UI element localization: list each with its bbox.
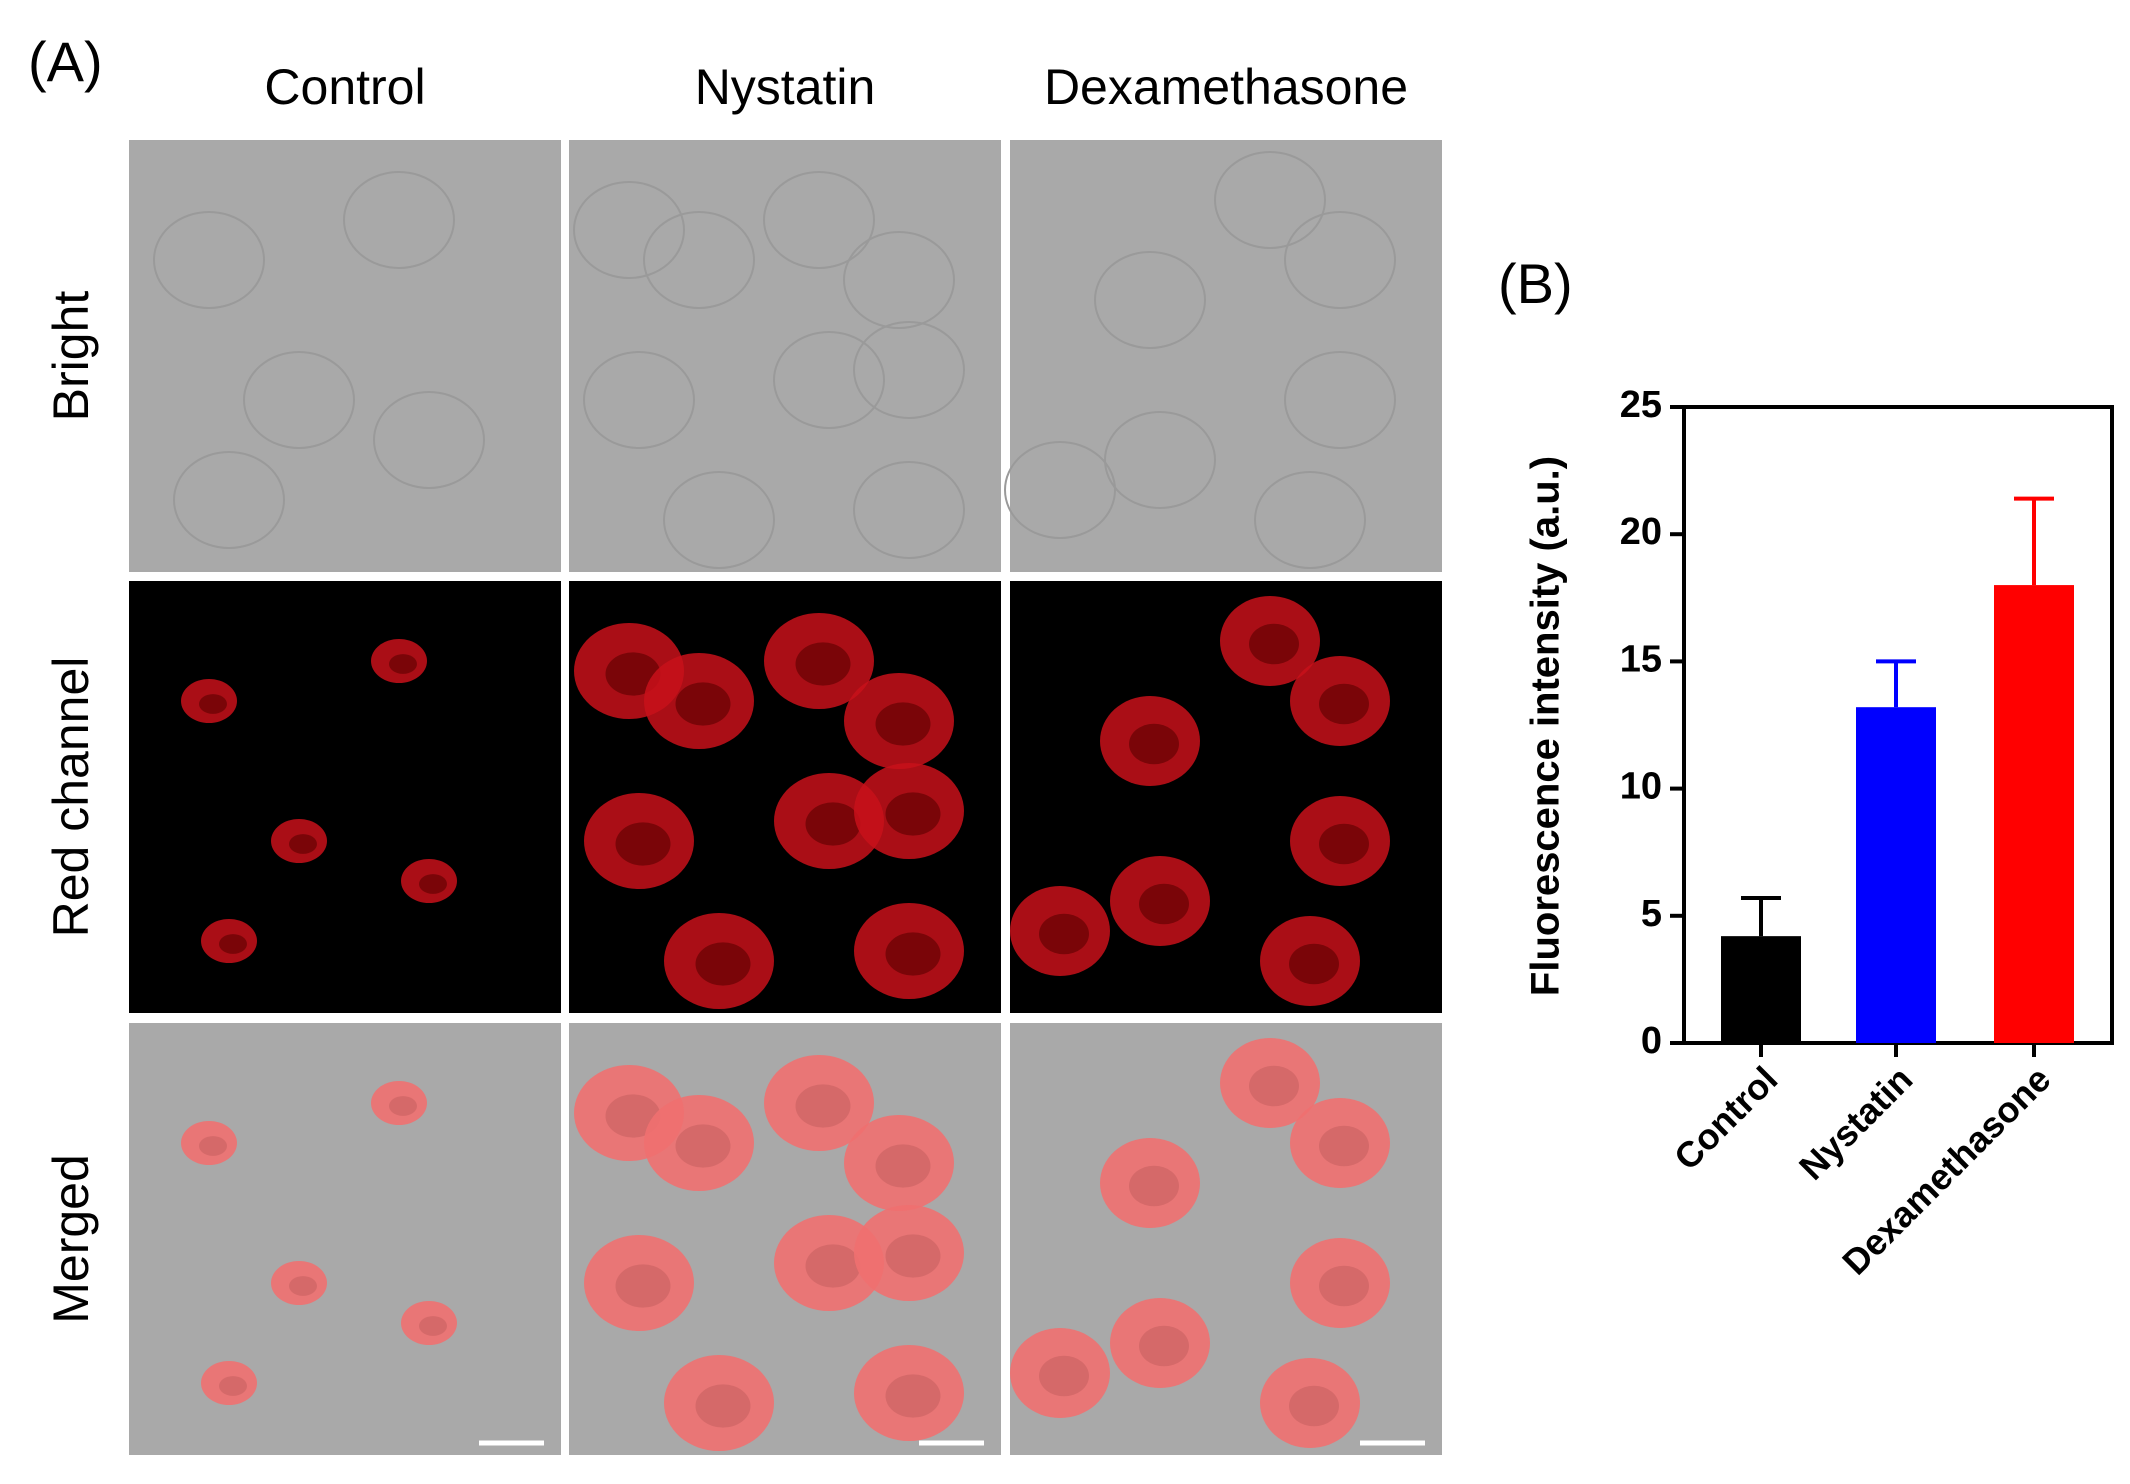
panel-label: (B)	[1498, 252, 1573, 315]
cell-outline	[643, 211, 755, 309]
nucleus	[885, 932, 941, 976]
cell-outline	[173, 451, 285, 549]
cell-outline	[1284, 211, 1396, 309]
y-tick-label: 20	[1620, 511, 1662, 553]
nucleus	[1319, 1125, 1369, 1167]
nucleus	[615, 822, 671, 866]
cell-outline	[1104, 411, 1216, 509]
bar	[1994, 585, 2074, 1043]
y-tick-label: 25	[1620, 384, 1662, 426]
nucleus	[389, 654, 417, 674]
y-tick-label: 15	[1620, 638, 1662, 680]
cell-outline	[1004, 441, 1116, 539]
cell-outline	[853, 321, 965, 419]
column-header: Control	[264, 59, 425, 115]
row-label: Bright	[43, 291, 99, 422]
nucleus	[805, 1244, 861, 1288]
nucleus	[695, 1384, 751, 1428]
x-tick-label: Nystatin	[1791, 1058, 1920, 1187]
micrograph	[129, 140, 561, 572]
y-tick-label: 10	[1620, 766, 1662, 808]
column-header: Dexamethasone	[1044, 59, 1408, 115]
cell-outline	[1214, 151, 1326, 249]
nucleus	[219, 934, 247, 954]
cell-outline	[573, 181, 685, 279]
y-tick-label: 5	[1641, 893, 1662, 935]
row-label: Merged	[43, 1154, 99, 1324]
nucleus	[615, 1264, 671, 1308]
nucleus	[199, 1136, 227, 1156]
cell-outline	[1284, 351, 1396, 449]
micrograph	[569, 140, 1001, 572]
bar	[1856, 707, 1936, 1043]
micrograph	[1010, 140, 1442, 572]
nucleus	[885, 1234, 941, 1278]
nucleus	[795, 1084, 851, 1128]
nucleus	[1129, 1165, 1179, 1207]
nucleus	[289, 834, 317, 854]
panel-label: (A)	[28, 30, 103, 93]
nucleus	[675, 1124, 731, 1168]
nucleus	[675, 682, 731, 726]
x-tick-label: Control	[1666, 1058, 1785, 1177]
micrograph	[129, 581, 561, 1013]
micrograph	[129, 1023, 561, 1455]
nucleus	[695, 942, 751, 986]
cell-outline	[1254, 471, 1366, 569]
cell-outline	[243, 351, 355, 449]
cell-outline	[1094, 251, 1206, 349]
nucleus	[1319, 683, 1369, 725]
nucleus	[1129, 723, 1179, 765]
nucleus	[1139, 883, 1189, 925]
nucleus	[875, 702, 931, 746]
cell-outline	[153, 211, 265, 309]
nucleus	[199, 694, 227, 714]
bar	[1721, 936, 1801, 1043]
y-axis-title: Fluorescence intensity (a.u.)	[1524, 456, 1568, 996]
nucleus	[289, 1276, 317, 1296]
nucleus	[885, 1374, 941, 1418]
nucleus	[219, 1376, 247, 1396]
nucleus	[1289, 1385, 1339, 1427]
micrograph-grid	[129, 140, 1442, 1455]
nucleus	[1039, 1355, 1089, 1397]
column-header: Nystatin	[695, 59, 876, 115]
nucleus	[1289, 943, 1339, 985]
nucleus	[1249, 623, 1299, 665]
nucleus	[1319, 823, 1369, 865]
cell-outline	[663, 471, 775, 569]
cell-outline	[853, 461, 965, 559]
cell-outline	[773, 331, 885, 429]
nucleus	[795, 642, 851, 686]
nucleus	[389, 1096, 417, 1116]
nucleus	[805, 802, 861, 846]
nucleus	[875, 1144, 931, 1188]
nucleus	[419, 874, 447, 894]
row-label: Red channel	[43, 657, 99, 938]
nucleus	[1139, 1325, 1189, 1367]
cell-outline	[583, 351, 695, 449]
nucleus	[419, 1316, 447, 1336]
nucleus	[605, 1094, 661, 1138]
y-tick-label: 0	[1641, 1020, 1662, 1062]
cell-outline	[373, 391, 485, 489]
cell-outline	[763, 171, 875, 269]
nucleus	[1249, 1065, 1299, 1107]
nucleus	[1039, 913, 1089, 955]
cell-outline	[843, 231, 955, 329]
cell-outline	[343, 171, 455, 269]
nucleus	[605, 652, 661, 696]
nucleus	[885, 792, 941, 836]
nucleus	[1319, 1265, 1369, 1307]
